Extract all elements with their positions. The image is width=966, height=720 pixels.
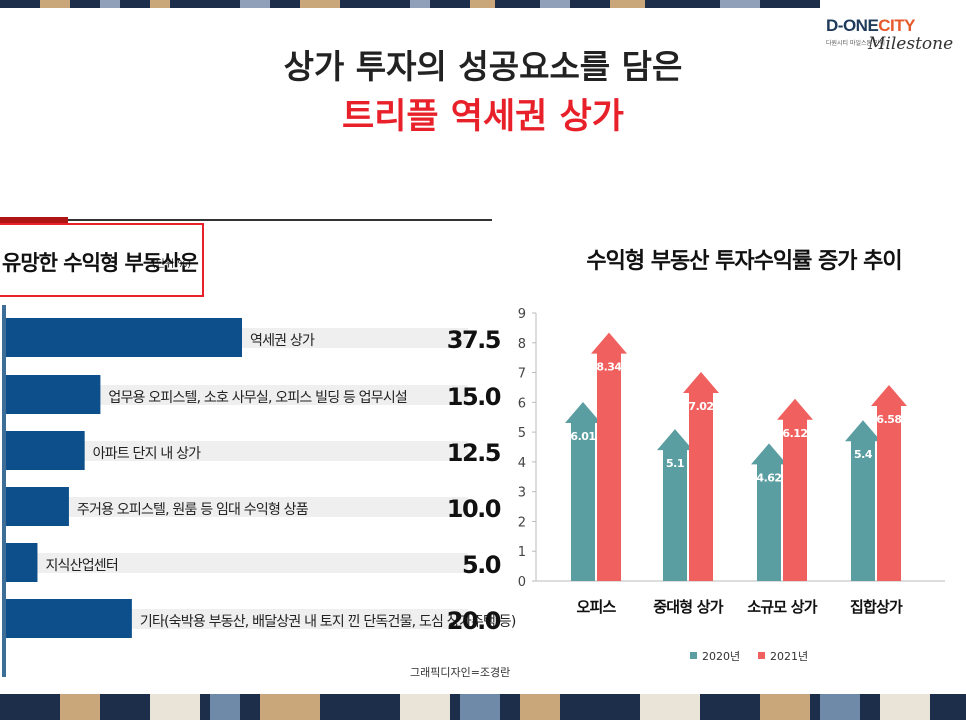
bar-category-label: 역세권 상가: [250, 333, 315, 349]
left-bar-chart: 역세권 상가 37.5 업무용 오피스텔, 소호 사무실, 오피스 빌딩 등 업무시…: [6, 318, 517, 638]
bar-value-label: 37.5: [447, 326, 501, 354]
bar-track: [6, 385, 468, 405]
left-chart-unit: (단위:%): [152, 259, 192, 270]
left-chart-axis-line: [2, 305, 6, 677]
top-pattern-band: [0, 0, 966, 8]
y-tick-label: 6: [518, 396, 526, 411]
arrow-bar-value-label: 6.58: [876, 413, 901, 426]
y-tick-label: 1: [518, 545, 526, 560]
bar: [6, 487, 69, 526]
page-title-line1: 상가 투자의 성공요소를 담은: [283, 47, 683, 86]
bar-category-label: 기타(숙박용 부동산, 배달상권 내 토지 낀 단독건물, 도심 상가주택 등): [140, 614, 516, 630]
bottom-pattern-band: [0, 694, 966, 720]
logo-script: Milestone: [868, 34, 954, 54]
arrow-bar: [565, 402, 601, 581]
arrow-bar: [751, 443, 787, 581]
bar-category-label: 주거용 오피스텔, 원룸 등 임대 수익형 상품: [77, 502, 309, 518]
y-tick-label: 0: [518, 575, 526, 590]
arrow-bar: [777, 398, 813, 581]
arrow-bar-value-label: 5.1: [666, 457, 684, 470]
y-tick-label: 4: [518, 456, 526, 471]
arrow-bar-value-label: 7.02: [688, 400, 713, 413]
bar-category-label: 아파트 단지 내 상가: [93, 446, 202, 462]
arrow-bar: [591, 332, 627, 581]
bar-track: [6, 497, 468, 517]
legend-label: 2021년: [770, 650, 808, 663]
x-category-label: 중대형 상가: [653, 598, 723, 616]
bar-category-label: 업무용 오피스텔, 소호 사무실, 오피스 빌딩 등 업무시설: [108, 390, 407, 406]
left-chart-title: 유망한 수익형 부동산은: [2, 251, 199, 275]
bar: [6, 375, 101, 414]
y-tick-label: 2: [518, 515, 526, 530]
arrow-bar-value-label: 8.34: [596, 361, 622, 374]
legend-label: 2020년: [702, 650, 740, 663]
logo-subtitle: 다원시티 마일스톤 만의: [826, 40, 886, 47]
bar: [6, 543, 38, 582]
arrow-bar-value-label: 6.12: [782, 427, 807, 440]
section-rule-accent: [0, 217, 68, 223]
bar: [6, 318, 242, 357]
bar-category-label: 지식산업센터: [45, 558, 117, 574]
bar-value-label: 12.5: [447, 439, 501, 467]
logo-brand: D-ONECITY: [826, 16, 916, 35]
bar: [6, 431, 85, 470]
section-rule: [0, 219, 492, 221]
bottom-pattern: [0, 694, 966, 720]
arrow-bar: [657, 429, 693, 581]
y-tick-label: 8: [518, 337, 526, 352]
y-tick-label: 9: [518, 307, 526, 322]
bar-value-label: 5.0: [462, 551, 501, 579]
arrow-bar: [845, 420, 881, 581]
logo: D-ONECITY 다원시티 마일스톤 만의 Milestone: [824, 16, 964, 62]
arrow-bar: [871, 385, 907, 581]
y-tick-label: 3: [518, 486, 526, 501]
legend-swatch: [690, 652, 697, 659]
page-title-line2: 트리플 역세권 상가: [342, 97, 624, 137]
x-category-label: 오피스: [576, 598, 616, 616]
bar-value-label: 10.0: [447, 495, 501, 523]
y-tick-label: 7: [518, 367, 526, 382]
bar-track: [6, 553, 468, 573]
x-category-label: 소규모 상가: [747, 598, 817, 616]
graphic-credit: 그래픽디자인=조경란: [410, 666, 511, 679]
left-chart-title-box: 유망한 수익형 부동산은 (단위:%): [0, 223, 204, 297]
bar-value-label: 15.0: [447, 383, 501, 411]
arrow-bar-value-label: 4.62: [756, 471, 781, 484]
bar: [6, 599, 132, 638]
arrow-bar: [683, 371, 719, 581]
arrow-bar-value-label: 6.01: [570, 430, 595, 443]
x-category-label: 집합상가: [850, 598, 903, 616]
right-chart-title: 수익형 부동산 투자수익률 증가 추이: [586, 249, 901, 274]
bar-track: [6, 441, 468, 461]
y-tick-label: 5: [518, 426, 526, 441]
bar-value-label: 20.0: [447, 607, 501, 635]
legend-swatch: [758, 652, 765, 659]
arrow-bar-value-label: 5.4: [854, 448, 873, 461]
top-pattern: [0, 0, 820, 8]
